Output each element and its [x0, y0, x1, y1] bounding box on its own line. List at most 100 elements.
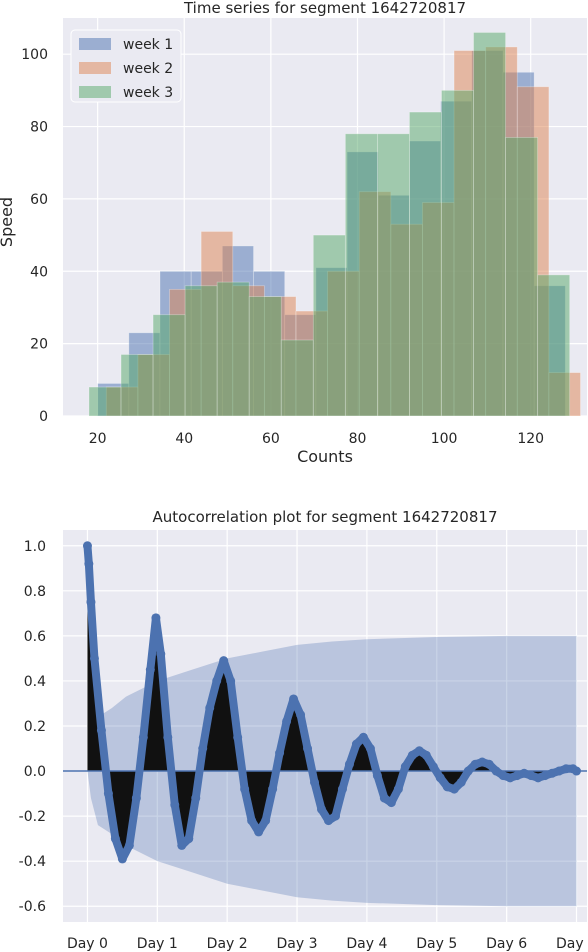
autocorrelation-point: [533, 773, 543, 783]
autocorrelation-point: [96, 726, 106, 736]
autocorrelation-x-tick-label: Day 6: [486, 936, 527, 952]
legend-label: week 1: [123, 37, 173, 53]
autocorrelation-point: [254, 827, 264, 837]
legend-swatch: [79, 86, 111, 98]
autocorrelation-point: [219, 656, 229, 666]
autocorrelation-point: [240, 784, 250, 794]
autocorrelation-point: [117, 854, 127, 864]
autocorrelation-point: [84, 559, 94, 569]
autocorrelation-point: [151, 613, 161, 623]
autocorrelation-point: [344, 759, 354, 769]
autocorrelation-point: [421, 750, 431, 760]
autocorrelation-title: Autocorrelation plot for segment 1642720…: [153, 508, 498, 526]
autocorrelation-point: [163, 732, 173, 742]
histogram-y-tick-label: 20: [30, 337, 48, 353]
autocorrelation-point: [449, 784, 459, 794]
histogram-bar-week-3: [344, 133, 378, 417]
autocorrelation-x-tick-label: Day 1: [137, 936, 178, 952]
histogram-title: Time series for segment 1642720817: [183, 0, 466, 17]
autocorrelation-point: [428, 762, 438, 772]
autocorrelation-x-tick-label: Day 5: [416, 936, 457, 952]
histogram-bar-week-3: [120, 354, 154, 417]
autocorrelation-point: [89, 653, 99, 663]
autocorrelation-point: [372, 771, 382, 781]
autocorrelation-point: [407, 750, 417, 760]
autocorrelation-point: [365, 744, 375, 754]
autocorrelation-y-tick-label: 0.8: [24, 584, 46, 600]
autocorrelation-point: [138, 732, 148, 742]
autocorrelation-point: [275, 748, 285, 758]
histogram-chart: 20 40 60 80 100 120 0 20 40 60 80 100 Time series f…: [0, 0, 587, 466]
autocorrelation-point: [477, 757, 487, 767]
autocorrelation-y-tick-label: 1.0: [24, 539, 46, 555]
autocorrelation-point: [540, 771, 550, 781]
autocorrelation-point: [379, 793, 389, 803]
histogram-bar-week-3: [441, 89, 474, 417]
autocorrelation-point: [124, 840, 134, 850]
histogram-bar-week-3: [505, 136, 539, 417]
autocorrelation-point: [572, 766, 582, 776]
autocorrelation-point: [296, 710, 306, 720]
autocorrelation-point: [470, 759, 480, 769]
autocorrelation-point: [442, 782, 452, 792]
autocorrelation-point: [484, 759, 494, 769]
autocorrelation-point: [337, 784, 347, 794]
histogram-x-tick-label: 40: [175, 431, 193, 447]
autocorrelation-point: [110, 834, 120, 844]
autocorrelation-point: [400, 762, 410, 772]
autocorrelation-point: [131, 793, 141, 803]
autocorrelation-y-tick-label: -0.6: [19, 899, 46, 915]
autocorrelation-x-tick-label: Day 4: [346, 936, 387, 952]
autocorrelation-point: [247, 816, 257, 826]
legend-label: week 2: [123, 61, 173, 77]
autocorrelation-point: [317, 804, 327, 814]
autocorrelation-point: [156, 649, 166, 659]
autocorrelation-point: [103, 789, 113, 799]
autocorrelation-y-tick-label: 0.6: [24, 629, 46, 645]
histogram-y-tick-label: 40: [30, 264, 48, 280]
autocorrelation-point: [191, 793, 201, 803]
autocorrelation-point: [177, 840, 187, 850]
histogram-bar-week-3: [537, 274, 571, 417]
histogram-legend: week 1 week 2 week 3: [70, 29, 182, 103]
autocorrelation-point: [561, 764, 571, 774]
autocorrelation-point: [184, 834, 194, 844]
autocorrelation-x-tick-label: Day 2: [207, 936, 248, 952]
autocorrelation-point: [351, 739, 361, 749]
histogram-bar-week-3: [376, 133, 410, 417]
autocorrelation-y-tick-label: 0.4: [24, 674, 46, 690]
histogram-bar-week-3: [248, 296, 282, 417]
histogram-y-tick-label: 60: [30, 192, 48, 208]
histogram-bar-week-3: [280, 339, 314, 417]
autocorrelation-point: [268, 784, 278, 794]
histogram-x-tick-label: 120: [517, 431, 544, 447]
autocorrelation-point: [289, 694, 299, 704]
autocorrelation-point: [498, 771, 508, 781]
autocorrelation-point: [198, 744, 208, 754]
histogram-y-tick-label: 80: [30, 120, 48, 136]
autocorrelation-point: [323, 816, 333, 826]
autocorrelation-point: [212, 676, 222, 686]
histogram-y-tick-label: 0: [39, 409, 48, 425]
autocorrelation-y-tick-label: 0.2: [24, 719, 46, 735]
autocorrelation-point: [505, 773, 515, 783]
autocorrelation-point: [310, 777, 320, 787]
legend-swatch: [79, 62, 111, 74]
autocorrelation-point: [330, 811, 340, 821]
autocorrelation-point: [512, 771, 522, 781]
autocorrelation-point: [145, 665, 155, 675]
autocorrelation-point: [463, 766, 473, 776]
legend-swatch: [79, 38, 111, 50]
histogram-bar-week-3: [473, 32, 506, 417]
autocorrelation-x-tick-label: Day 7: [556, 936, 588, 952]
autocorrelation-y-tick-label: 0.0: [24, 764, 46, 780]
histogram-bar-week-3: [152, 314, 186, 417]
autocorrelation-point: [526, 771, 536, 781]
histogram-y-tick-label: 100: [21, 47, 48, 63]
histogram-bar-week-3: [216, 281, 250, 417]
histogram-x-tick-label: 80: [349, 431, 367, 447]
histogram-x-tick-label: 60: [262, 431, 280, 447]
autocorrelation-point: [519, 768, 529, 778]
autocorrelation-point: [547, 768, 557, 778]
